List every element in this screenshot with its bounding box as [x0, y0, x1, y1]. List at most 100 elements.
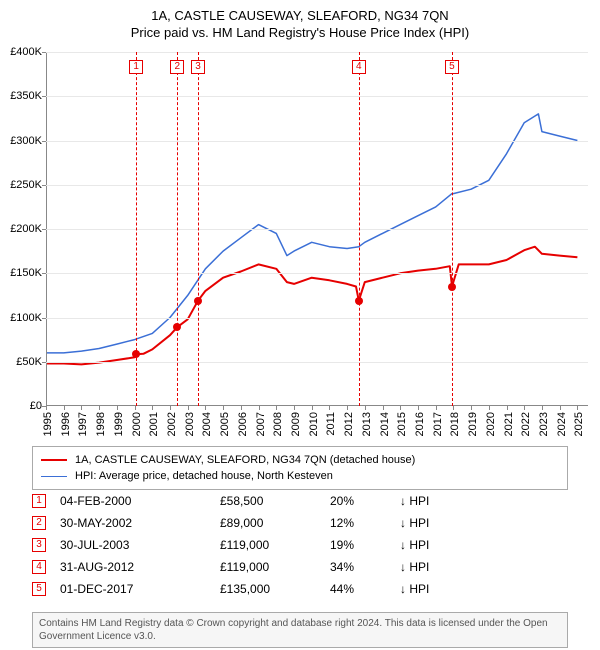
x-tick	[560, 406, 561, 410]
sale-marker-line	[452, 52, 453, 406]
y-axis-label: £350K	[2, 90, 42, 102]
y-gridline	[46, 273, 588, 274]
y-axis-label: £200K	[2, 223, 42, 235]
y-axis-label: £0	[2, 400, 42, 412]
x-tick	[418, 406, 419, 410]
sales-row-index: 2	[32, 516, 46, 530]
x-axis-label: 1999	[113, 412, 125, 436]
x-tick	[577, 406, 578, 410]
x-tick	[205, 406, 206, 410]
y-tick	[42, 141, 46, 142]
legend-swatch	[41, 459, 67, 461]
x-tick	[383, 406, 384, 410]
x-tick	[436, 406, 437, 410]
x-tick	[117, 406, 118, 410]
chart-title: 1A, CASTLE CAUSEWAY, SLEAFORD, NG34 7QN	[0, 8, 600, 23]
sales-row-date: 30-JUL-2003	[60, 538, 220, 552]
x-tick	[489, 406, 490, 410]
sales-row-price: £135,000	[220, 582, 330, 596]
y-tick	[42, 362, 46, 363]
x-axis-label: 2025	[573, 412, 585, 436]
x-axis-label: 2009	[290, 412, 302, 436]
x-tick	[542, 406, 543, 410]
x-axis-label: 2022	[520, 412, 532, 436]
down-arrow-icon: ↓ HPI	[400, 582, 429, 596]
x-axis-label: 2017	[432, 412, 444, 436]
sale-marker-box: 4	[352, 60, 366, 74]
x-tick	[400, 406, 401, 410]
y-gridline	[46, 229, 588, 230]
y-axis-label: £50K	[2, 356, 42, 368]
x-tick	[241, 406, 242, 410]
sales-row-diff: 19%	[330, 538, 400, 552]
sales-row-date: 01-DEC-2017	[60, 582, 220, 596]
down-arrow-icon: ↓ HPI	[400, 560, 429, 574]
down-arrow-icon: ↓ HPI	[400, 538, 429, 552]
sales-row-index: 4	[32, 560, 46, 574]
x-axis-label: 1996	[60, 412, 72, 436]
x-tick	[471, 406, 472, 410]
x-axis-label: 2021	[503, 412, 515, 436]
x-axis-label: 2024	[556, 412, 568, 436]
legend-label: HPI: Average price, detached house, Nort…	[75, 468, 333, 484]
sales-row-diff: 20%	[330, 494, 400, 508]
x-tick	[223, 406, 224, 410]
y-gridline	[46, 96, 588, 97]
sales-row-date: 31-AUG-2012	[60, 560, 220, 574]
x-axis-label: 2019	[467, 412, 479, 436]
sale-point	[448, 283, 456, 291]
down-arrow-icon: ↓ HPI	[400, 494, 429, 508]
y-axis-label: £300K	[2, 135, 42, 147]
sales-row-diff: 34%	[330, 560, 400, 574]
x-axis-label: 2007	[255, 412, 267, 436]
y-tick	[42, 52, 46, 53]
x-axis-label: 2008	[272, 412, 284, 436]
x-axis-label: 2014	[379, 412, 391, 436]
x-axis-label: 2020	[485, 412, 497, 436]
sales-row-price: £58,500	[220, 494, 330, 508]
sale-point	[132, 350, 140, 358]
x-axis-label: 1995	[42, 412, 54, 436]
x-axis-label: 2002	[166, 412, 178, 436]
x-tick	[135, 406, 136, 410]
x-axis-label: 1997	[77, 412, 89, 436]
sale-marker-box: 3	[191, 60, 205, 74]
y-gridline	[46, 52, 588, 53]
sales-row-price: £119,000	[220, 538, 330, 552]
sale-marker-line	[177, 52, 178, 406]
x-axis-label: 2018	[449, 412, 461, 436]
y-axis-label: £400K	[2, 46, 42, 58]
x-tick	[170, 406, 171, 410]
legend: 1A, CASTLE CAUSEWAY, SLEAFORD, NG34 7QN …	[32, 446, 568, 490]
sales-row-index: 5	[32, 582, 46, 596]
y-axis-label: £150K	[2, 267, 42, 279]
x-tick	[259, 406, 260, 410]
x-tick	[365, 406, 366, 410]
sales-table: 104-FEB-2000£58,50020%↓ HPI230-MAY-2002£…	[32, 490, 568, 600]
sales-row-date: 04-FEB-2000	[60, 494, 220, 508]
x-axis-label: 2015	[396, 412, 408, 436]
sales-row-index: 3	[32, 538, 46, 552]
x-axis-label: 2005	[219, 412, 231, 436]
x-tick	[64, 406, 65, 410]
x-tick	[188, 406, 189, 410]
attribution: Contains HM Land Registry data © Crown c…	[32, 612, 568, 648]
x-tick	[294, 406, 295, 410]
chart-plot: 12345	[46, 52, 588, 406]
sales-row-diff: 44%	[330, 582, 400, 596]
sale-point	[355, 297, 363, 305]
x-axis-label: 2010	[308, 412, 320, 436]
sales-row: 3 30-JUL-2003£119,00019%↓ HPI	[32, 534, 568, 556]
x-tick	[81, 406, 82, 410]
x-axis-label: 2000	[131, 412, 143, 436]
y-gridline	[46, 318, 588, 319]
down-arrow-icon: ↓ HPI	[400, 516, 429, 530]
legend-label: 1A, CASTLE CAUSEWAY, SLEAFORD, NG34 7QN …	[75, 452, 415, 468]
x-tick	[312, 406, 313, 410]
x-axis-label: 2001	[148, 412, 160, 436]
x-axis-label: 2003	[184, 412, 196, 436]
legend-item: 1A, CASTLE CAUSEWAY, SLEAFORD, NG34 7QN …	[41, 452, 559, 468]
x-tick	[329, 406, 330, 410]
sales-row-price: £119,000	[220, 560, 330, 574]
chart-subtitle: Price paid vs. HM Land Registry's House …	[0, 25, 600, 40]
